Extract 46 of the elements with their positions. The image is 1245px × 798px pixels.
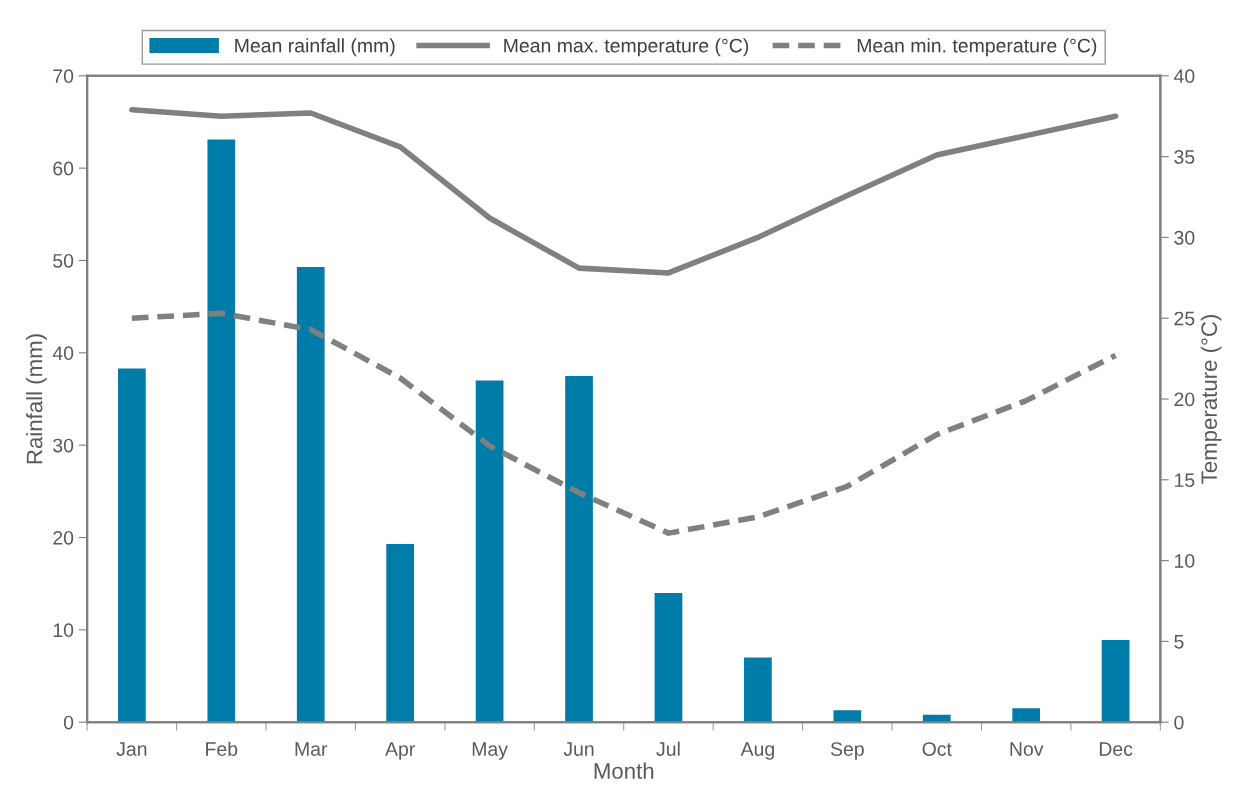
y2-tick-label: 30 — [1174, 230, 1195, 245]
y2-tick-label: 5 — [1174, 635, 1184, 649]
y-tick-label: 20 — [53, 530, 74, 545]
y2-tick-label: 10 — [1175, 554, 1195, 568]
y-tick-label: 50 — [53, 253, 74, 268]
y-tick-label: 40 — [52, 346, 74, 361]
y2-tick-label: 0 — [1174, 715, 1184, 730]
x-tick-label: May — [472, 742, 508, 760]
y-tick-label: 0 — [63, 715, 74, 730]
y2-tick-label: 35 — [1174, 150, 1195, 164]
bar — [386, 543, 415, 723]
bar — [744, 657, 772, 723]
y2-tick-label: 40 — [1173, 69, 1195, 84]
y2-tick-label: 25 — [1174, 311, 1195, 326]
y-tick-label: 70 — [53, 69, 74, 84]
y-tick-label: 10 — [53, 623, 74, 638]
bar — [654, 592, 683, 723]
x-tick-label: Mar — [295, 742, 328, 756]
x-tick-label: Nov — [1010, 742, 1044, 756]
bar — [207, 139, 236, 723]
x-tick-label: Sep — [830, 742, 864, 760]
x-tick-label: Aug — [740, 742, 774, 760]
bar — [1101, 640, 1130, 723]
y-tick-label: 30 — [53, 438, 74, 453]
y-axis-title: Rainfall (mm) — [26, 334, 47, 464]
y-tick-label: 60 — [53, 161, 74, 176]
bar — [118, 368, 146, 723]
x-tick-label: Jul — [656, 741, 680, 756]
x-axis-title: Month — [594, 762, 654, 779]
y2-tick-label: 20 — [1174, 392, 1195, 407]
bar — [565, 375, 593, 723]
legend-label: Mean max. temperature (°C) — [504, 38, 749, 57]
x-tick-label: Jan — [116, 742, 147, 756]
bar — [833, 710, 862, 723]
legend-label: Mean min. temperature (°C) — [857, 38, 1097, 57]
x-tick-label: Apr — [385, 742, 415, 760]
x-tick-label: Feb — [206, 741, 238, 756]
x-tick-label: Jun — [563, 742, 594, 756]
y2-axis-title: Temperature (°C) — [1200, 315, 1222, 484]
bar — [296, 266, 325, 723]
x-tick-label: Dec — [1099, 742, 1133, 756]
legend-label: Mean rainfall (mm) — [235, 38, 395, 57]
y2-tick-label: 15 — [1175, 473, 1195, 488]
bar — [475, 380, 504, 723]
bar — [1012, 708, 1041, 723]
x-tick-label: Oct — [922, 742, 952, 756]
